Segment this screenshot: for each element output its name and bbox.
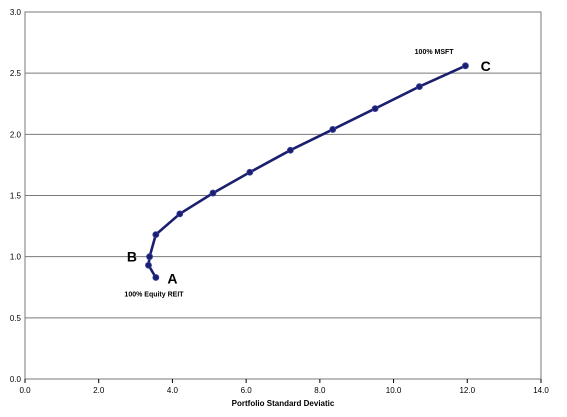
data-point	[146, 253, 153, 261]
annotation-label: C	[481, 58, 491, 74]
x-tick-label: 2.0	[93, 386, 105, 395]
data-point	[462, 62, 469, 70]
y-tick-label: 0.0	[10, 375, 22, 384]
x-tick-label: 14.0	[533, 386, 549, 395]
data-point	[152, 231, 160, 239]
y-tick-label: 0.5	[10, 314, 22, 323]
x-tick-label: 8.0	[314, 386, 326, 395]
gridlines	[25, 11, 541, 319]
x-tick-label: 0.0	[19, 386, 31, 395]
data-point	[329, 126, 337, 133]
annotation-label: B	[127, 249, 137, 265]
annotations: 100% Equity REIT 100% MSFT A B C	[124, 49, 490, 298]
x-axis-label: Portfolio Standard Deviatic	[232, 399, 335, 408]
data-point	[176, 210, 184, 218]
annotation-label: A	[167, 271, 177, 287]
y-tick-label: 2.5	[10, 69, 22, 78]
annotation-label: 100% MSFT	[415, 49, 455, 56]
data-point	[145, 261, 152, 269]
series-line	[147, 64, 467, 279]
data-point	[415, 83, 423, 91]
plot-frame	[24, 11, 542, 380]
y-tick-label: 1.5	[10, 192, 22, 201]
x-axis-ticks: 0.0 2.0 4.0 6.0 8.0 10.0 12.0 14.0	[19, 379, 549, 395]
series-points	[145, 62, 469, 281]
x-tick-label: 10.0	[386, 386, 402, 395]
data-point	[371, 105, 379, 113]
annotation-label: 100% Equity REIT	[124, 291, 184, 298]
data-point	[286, 146, 294, 154]
y-tick-label: 3.0	[10, 8, 22, 17]
y-tick-label: 1.0	[10, 253, 22, 262]
x-tick-label: 4.0	[167, 386, 179, 395]
data-point	[152, 274, 160, 281]
data-point	[209, 189, 217, 197]
y-tick-label: 2.0	[10, 130, 22, 139]
data-point	[246, 168, 254, 176]
plot-area-border	[24, 11, 542, 380]
x-tick-label: 12.0	[459, 386, 475, 395]
x-tick-label: 6.0	[241, 386, 253, 395]
series-lines	[147, 64, 467, 279]
y-axis-ticks: 0.0 0.5 1.0 1.5 2.0 2.5 3.0	[10, 8, 22, 384]
